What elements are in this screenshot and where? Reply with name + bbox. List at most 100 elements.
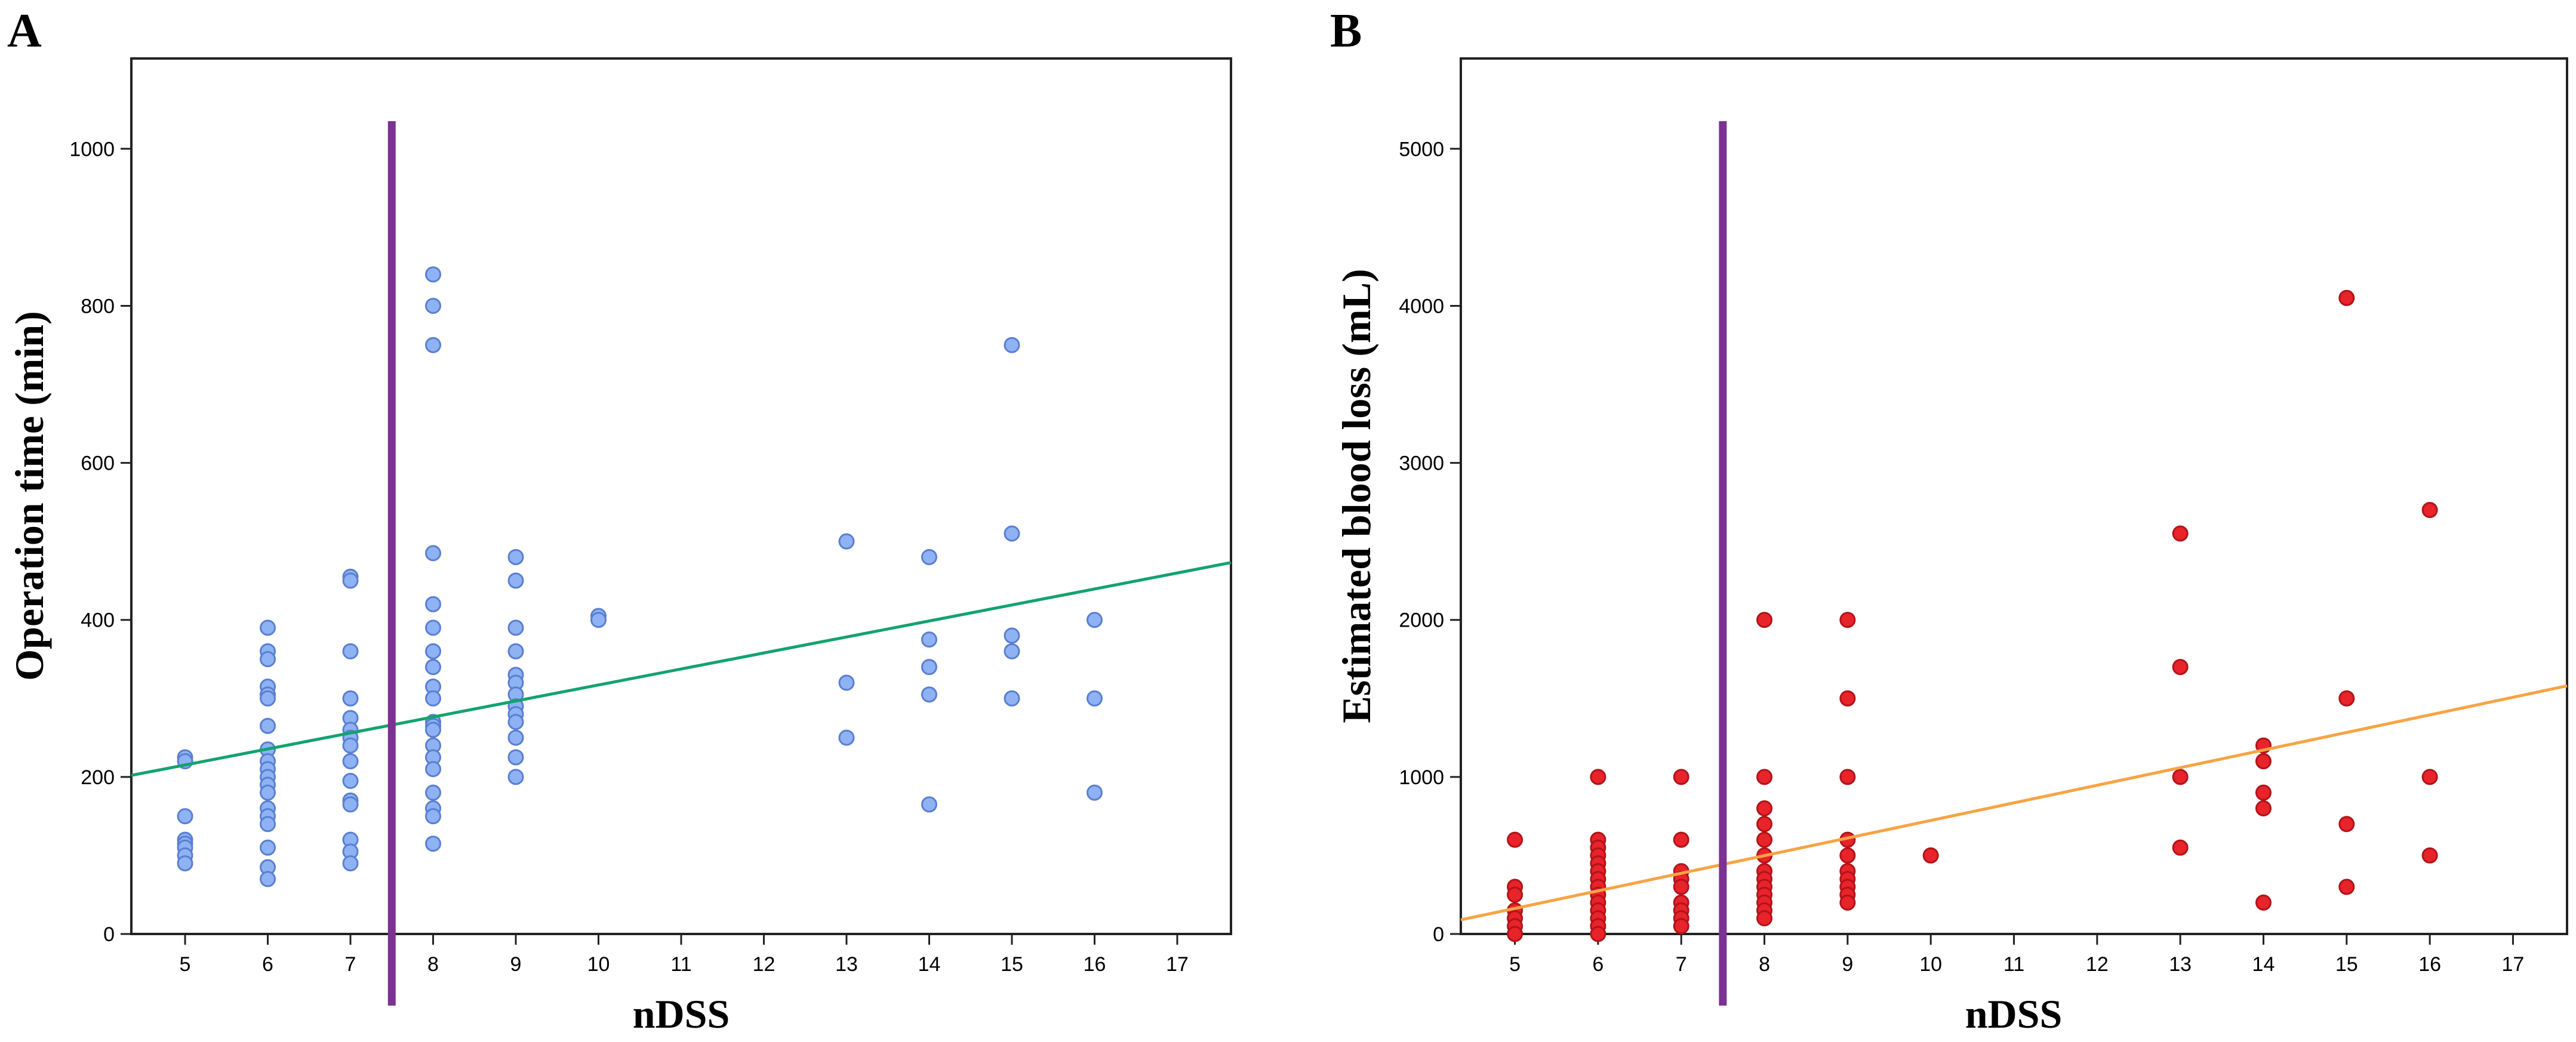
panel-b-x-tick-label-7: 12 xyxy=(2086,953,2109,976)
panel-b-x-tick-label-2: 7 xyxy=(1676,953,1687,976)
panel-a-y-tick-label-5: 1000 xyxy=(69,138,115,161)
panel-b-y-tick-label-3: 3000 xyxy=(1399,452,1444,475)
panel-a-point-14 xyxy=(260,717,276,734)
panel-a-y-axis-title: Operation time (min) xyxy=(7,311,52,680)
panel-a-point-64 xyxy=(507,619,524,636)
panel-a-point-49 xyxy=(425,659,442,676)
panel-a-point-41 xyxy=(342,855,359,872)
panel-a-point-43 xyxy=(425,297,442,314)
panel-a-point-47 xyxy=(425,619,442,636)
panel-a-point-34 xyxy=(342,737,359,754)
panel-a-point-48 xyxy=(425,643,442,659)
panel-a-x-tick-label-2: 7 xyxy=(345,953,356,976)
panel-a-point-61 xyxy=(425,836,442,852)
panel-b-point-31 xyxy=(1756,769,1773,785)
panel-a-point-7 xyxy=(177,855,193,872)
panel-b-x-tick-label-9: 14 xyxy=(2252,953,2275,976)
panel-a-x-ticks: 5 6 7 8 9 10 11 12 13 14 15 16 17 xyxy=(180,934,1189,976)
panel-a-point-63 xyxy=(507,572,524,589)
panel-b-point-44 xyxy=(1839,690,1856,707)
panel-b-point-56 xyxy=(2172,769,2189,785)
panel-a-point-45 xyxy=(425,545,442,562)
panel-a-fit-line xyxy=(131,561,1232,777)
panel-a-point-89 xyxy=(1004,690,1020,707)
panel-b-point-68 xyxy=(2421,769,2438,785)
panel-b-point-45 xyxy=(1839,769,1856,785)
panel-b-y-ticks: 0 1000 2000 3000 4000 5000 xyxy=(1399,138,1461,946)
panel-a-point-90 xyxy=(1086,612,1103,628)
panel-a-points xyxy=(177,266,1103,887)
panel-b-point-0 xyxy=(1507,831,1524,848)
panel-b-x-tick-label-4: 9 xyxy=(1842,953,1853,976)
panel-a-x-tick-label-10: 15 xyxy=(1001,953,1023,976)
panel-b-y-tick-label-4: 4000 xyxy=(1399,295,1444,317)
panel-b-point-33 xyxy=(1756,816,1773,833)
panel-a-point-88 xyxy=(1004,643,1020,659)
panel-b-x-tick-label-5: 10 xyxy=(1919,953,1942,976)
panel-a-x-tick-label-11: 16 xyxy=(1084,953,1106,976)
panel-a-point-85 xyxy=(1004,337,1020,353)
panel-b-point-47 xyxy=(1839,847,1856,864)
panel-a-point-71 xyxy=(507,714,524,730)
panel-b-point-63 xyxy=(2338,289,2355,306)
panel-b-y-tick-label-0: 0 xyxy=(1433,923,1444,946)
panel-b-y-tick-label-5: 5000 xyxy=(1399,138,1444,161)
panel-a-point-77 xyxy=(838,533,855,550)
panel-a-point-78 xyxy=(838,674,855,691)
panel-b-point-43 xyxy=(1839,612,1856,628)
panel-b-x-ticks: 5 6 7 8 9 10 11 12 13 14 15 16 17 xyxy=(1509,934,2524,976)
panel-a-point-35 xyxy=(342,753,359,770)
panel-a-y-tick-label-1: 200 xyxy=(81,766,115,789)
panel-a-point-92 xyxy=(1086,784,1103,801)
panel-a-point-42 xyxy=(425,266,442,283)
panel-b-point-34 xyxy=(1756,831,1773,848)
panel-a-y-tick-label-2: 400 xyxy=(81,609,115,632)
panel-b-point-53 xyxy=(1922,847,1939,864)
panel-b-point-67 xyxy=(2421,502,2438,519)
panel-b-x-tick-label-0: 5 xyxy=(1509,953,1521,976)
panel-a-point-73 xyxy=(507,749,524,766)
panel-b-point-66 xyxy=(2338,878,2355,895)
panel-a-point-60 xyxy=(425,808,442,825)
panel-b-x-tick-label-10: 15 xyxy=(2335,953,2358,976)
panel-a-x-tick-label-9: 14 xyxy=(918,953,941,976)
panel-a-point-28 xyxy=(342,572,359,589)
panel-b-point-60 xyxy=(2255,784,2272,801)
panel-a-point-65 xyxy=(507,643,524,659)
panel-b-x-tick-label-8: 13 xyxy=(2169,953,2192,976)
panel-a-y-tick-label-4: 800 xyxy=(81,295,115,317)
panel-a-x-tick-label-3: 8 xyxy=(427,953,439,976)
panel-a-point-87 xyxy=(1004,627,1020,644)
panel-b-point-55 xyxy=(2172,659,2189,676)
panel-b-point-64 xyxy=(2338,690,2355,707)
panel-a-point-91 xyxy=(1086,690,1103,707)
panel-a-point-54 xyxy=(425,722,442,738)
panel-b-x-tick-label-3: 8 xyxy=(1759,953,1770,976)
panel-b-point-29 xyxy=(1673,918,1689,935)
panel-b: B 0 1000 2000 3000 4000 5000 5 6 7 8 9 10 11 12 13 14 1… xyxy=(1330,5,2568,1037)
panel-b-point-20 xyxy=(1590,926,1606,942)
panel-b-point-65 xyxy=(2338,816,2355,833)
panel-a-point-51 xyxy=(425,690,442,707)
panel-a-x-tick-label-8: 13 xyxy=(835,953,858,976)
panel-a-point-84 xyxy=(921,796,937,813)
panel-a-x-tick-label-0: 5 xyxy=(180,953,191,976)
panel-a-point-23 xyxy=(260,816,276,833)
panel-a-point-10 xyxy=(260,651,276,668)
panel-a-point-8 xyxy=(260,619,276,636)
panel-a-point-38 xyxy=(342,796,359,813)
panel-b-letter: B xyxy=(1330,5,1362,57)
panel-a-x-tick-label-6: 11 xyxy=(670,953,691,976)
panel-a-plot-frame xyxy=(130,57,1232,935)
panel-b-point-61 xyxy=(2255,800,2272,816)
panel-b-point-59 xyxy=(2255,753,2272,770)
panel-b-x-tick-label-1: 6 xyxy=(1592,953,1604,976)
panel-a-point-74 xyxy=(507,769,524,785)
panel-b-point-69 xyxy=(2421,847,2438,864)
panel-b-x-tick-label-11: 16 xyxy=(2418,953,2441,976)
panel-b-x-axis-title: nDSS xyxy=(1965,991,2063,1037)
panel-b-point-62 xyxy=(2255,894,2272,911)
panel-a-x-tick-label-12: 17 xyxy=(1166,953,1189,976)
panel-a-y-tick-label-3: 600 xyxy=(81,452,115,475)
panel-b-point-54 xyxy=(2172,525,2189,542)
